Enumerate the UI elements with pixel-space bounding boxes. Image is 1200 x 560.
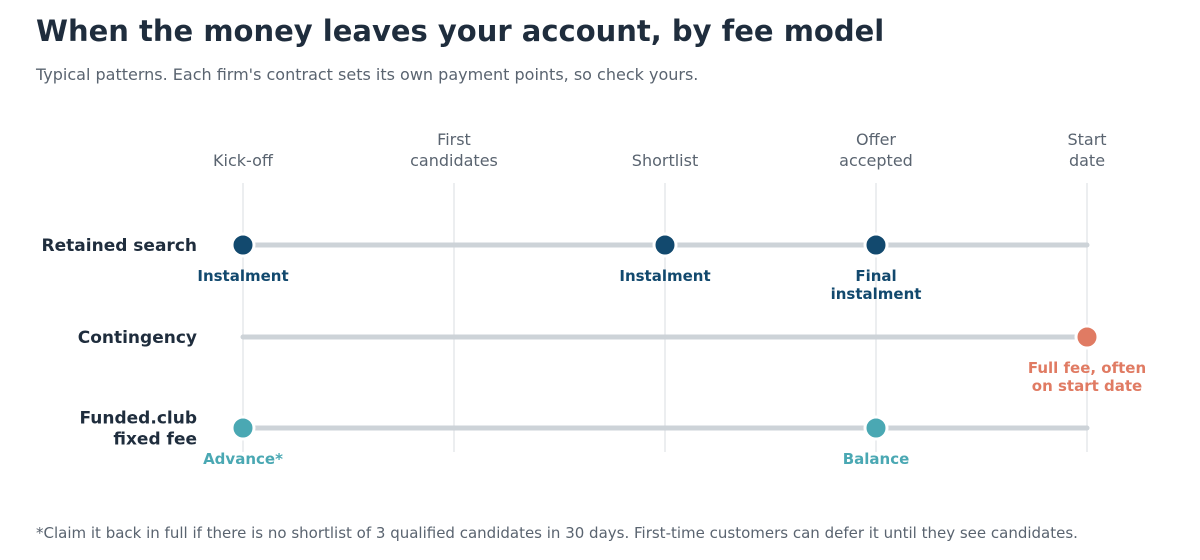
row-label: Funded.club fixed fee bbox=[80, 409, 197, 450]
row-label: Retained search bbox=[42, 236, 197, 256]
row-label-line: Contingency bbox=[78, 328, 197, 348]
stage-label-line: Kick-off bbox=[213, 151, 274, 170]
stage-label-line: First bbox=[437, 130, 471, 149]
payment-point bbox=[1074, 324, 1100, 350]
payment-label-line: Instalment bbox=[619, 267, 710, 285]
stage-labels: Kick-off First candidates Shortlist Offer acc… bbox=[213, 130, 1106, 170]
payment-label-line: Instalment bbox=[197, 267, 288, 285]
stage-label-line: Start bbox=[1067, 130, 1106, 149]
payment-label-line: Advance* bbox=[203, 450, 283, 468]
payment-label-line: Final bbox=[855, 267, 896, 285]
payment-label: Balance bbox=[843, 450, 910, 468]
row-label: Contingency bbox=[78, 328, 197, 348]
fee-model-row: Funded.club fixed fee Advance* Balance bbox=[80, 409, 1090, 468]
stage-label: Shortlist bbox=[632, 151, 698, 170]
chart-title: When the money leaves your account, by f… bbox=[36, 14, 884, 48]
payment-label-line: Balance bbox=[843, 450, 910, 468]
payment-point bbox=[863, 232, 889, 258]
payment-label-line: instalment bbox=[831, 285, 922, 303]
stage-label: Kick-off bbox=[213, 151, 274, 170]
payment-point bbox=[652, 232, 678, 258]
payment-label-line: on start date bbox=[1032, 377, 1142, 395]
chart-footnote: *Claim it back in full if there is no sh… bbox=[36, 524, 1078, 542]
payment-point bbox=[863, 415, 889, 441]
stage-label-line: Shortlist bbox=[632, 151, 698, 170]
stage-gridlines bbox=[242, 183, 1088, 452]
stage-label: Start date bbox=[1067, 130, 1106, 170]
payment-label: Instalment bbox=[619, 267, 710, 285]
payment-label: Final instalment bbox=[831, 267, 922, 303]
stage-label-line: Offer bbox=[856, 130, 896, 149]
payment-label-line: Full fee, often bbox=[1028, 359, 1146, 377]
stage-label: First candidates bbox=[410, 130, 498, 170]
payment-label: Advance* bbox=[203, 450, 283, 468]
fee-model-row: Contingency Full fee, often on start date bbox=[78, 324, 1146, 395]
row-label-line: Retained search bbox=[42, 236, 197, 256]
stage-label: Offer accepted bbox=[839, 130, 913, 170]
stage-label-line: date bbox=[1069, 151, 1105, 170]
row-label-line: fixed fee bbox=[113, 430, 197, 450]
payment-point bbox=[230, 415, 256, 441]
row-label-line: Funded.club bbox=[80, 409, 197, 429]
stage-label-line: candidates bbox=[410, 151, 498, 170]
chart-subtitle: Typical patterns. Each firm's contract s… bbox=[35, 65, 698, 84]
stage-label-line: accepted bbox=[839, 151, 913, 170]
payment-label: Full fee, often on start date bbox=[1028, 359, 1146, 395]
payment-label: Instalment bbox=[197, 267, 288, 285]
payment-point bbox=[230, 232, 256, 258]
